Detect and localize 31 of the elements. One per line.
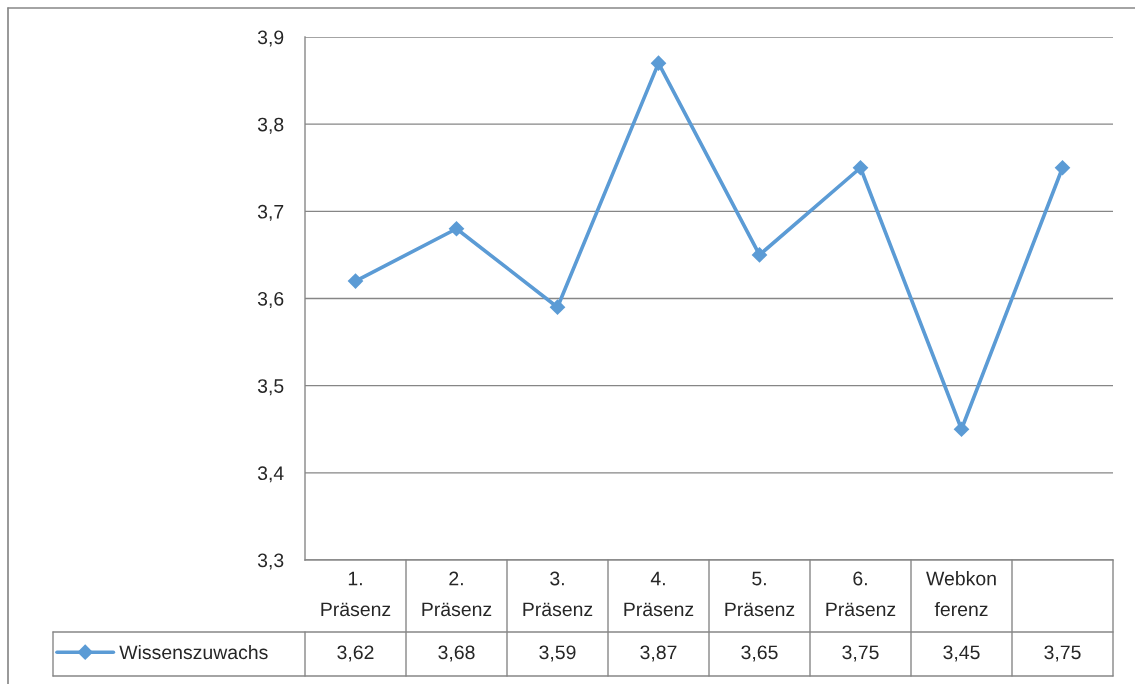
data-label: 3,62 — [337, 645, 374, 662]
data-label: 3,45 — [943, 645, 980, 662]
point — [650, 55, 667, 72]
point — [1054, 159, 1071, 176]
point — [448, 220, 465, 237]
x-tick-label: 5. Präsenz — [725, 571, 795, 617]
y-tick-label: 3,4 — [257, 466, 284, 483]
point — [953, 421, 970, 438]
legend-label: Wissenszuwachs — [119, 644, 268, 660]
y-tick-label: 3,9 — [257, 30, 284, 47]
data-label: 3,87 — [640, 645, 677, 662]
data-label: 3,68 — [438, 645, 475, 662]
x-tick-label: 2. Präsenz — [422, 571, 492, 617]
point — [751, 247, 768, 263]
point — [549, 299, 566, 316]
y-tick-label: 3,8 — [257, 117, 284, 134]
y-tick-label: 3,7 — [257, 204, 284, 221]
x-tick-label: 3. Präsenz — [523, 571, 593, 617]
x-tick-label: 4. Präsenz — [624, 571, 694, 617]
y-tick-label: 3,3 — [257, 553, 284, 570]
y-tick-label: 3,6 — [257, 291, 284, 309]
x-tick-label: 1. Präsenz — [321, 571, 391, 617]
x-tick-label: 6. Präsenz — [826, 571, 896, 617]
data-label: 3,75 — [842, 645, 879, 662]
y-tick-label: 3,5 — [257, 379, 284, 396]
x-tick-label: Webkon ferenz — [926, 571, 996, 617]
data-label: 3,59 — [539, 645, 576, 662]
data-label: 3,65 — [741, 645, 778, 662]
point — [347, 273, 364, 289]
data-label: 3,75 — [1044, 645, 1081, 662]
point — [852, 159, 869, 176]
